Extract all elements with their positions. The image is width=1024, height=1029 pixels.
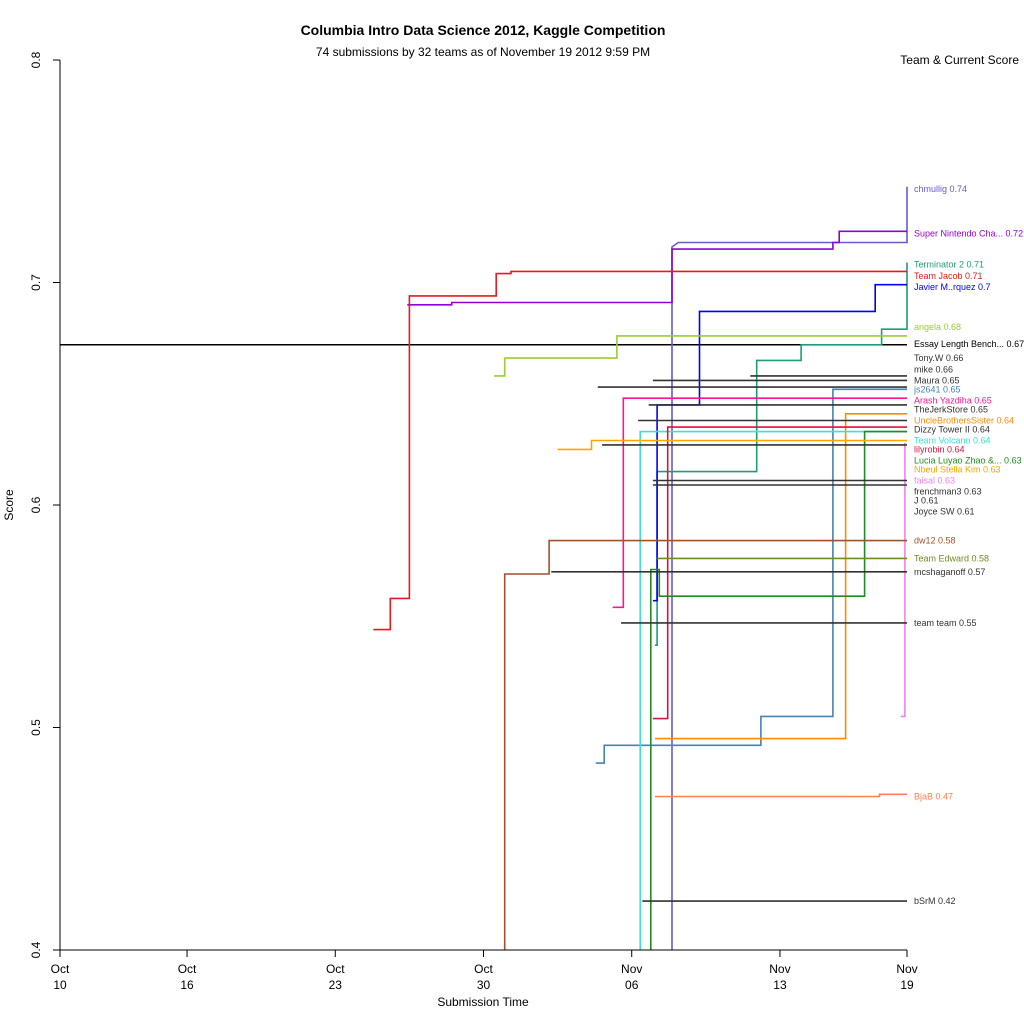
- team-score-label: Team Volcano 0.64: [914, 435, 991, 445]
- legend-title: Team & Current Score: [900, 53, 1019, 67]
- y-tick-label: 0.8: [29, 51, 43, 68]
- x-tick-label-day: 30: [477, 978, 491, 992]
- team-score-label: Terminator 2 0.71: [914, 260, 984, 270]
- series-line: [652, 283, 907, 602]
- team-score-label: Tony.W 0.66: [914, 353, 963, 363]
- team-score-label: faisal 0.63: [914, 476, 955, 486]
- series-line: [671, 186, 908, 950]
- series-line: [655, 412, 907, 740]
- y-tick-label: 0.4: [29, 941, 43, 958]
- x-tick-label-month: Oct: [178, 962, 197, 976]
- series-line: [655, 262, 908, 647]
- x-tick-label-day: 16: [180, 978, 194, 992]
- axes-layer: Oct 10 Oct 16 Oct 23 Oct 30 Nov 06 Nov 13 Nov 19 0.4 0.…: [29, 51, 918, 992]
- series-line: [595, 388, 907, 764]
- series-line: [900, 442, 906, 718]
- team-score-label: Lucia Luyao Zhao &... 0.63: [914, 456, 1022, 466]
- series-line: [612, 397, 907, 609]
- team-score-label: TheJerkStore 0.65: [914, 404, 988, 414]
- team-score-label: J 0.61: [914, 496, 939, 506]
- series-line: [407, 230, 907, 306]
- x-tick-label-day: 23: [329, 978, 343, 992]
- benchmark-label: Essay Length Bench... 0.67: [914, 339, 1024, 349]
- x-tick-label-month: Nov: [769, 962, 790, 976]
- series-line: [503, 539, 907, 950]
- chart-title: Columbia Intro Data Science 2012, Kaggle…: [301, 22, 666, 38]
- series-layer: [60, 186, 908, 950]
- x-tick-label-month: Oct: [326, 962, 345, 976]
- team-score-label: Joyce SW 0.61: [914, 507, 975, 517]
- x-axis-title: Submission Time: [437, 995, 529, 1009]
- team-labels-layer: chmullig 0.74 Super Nintendo Cha... 0.72 T…: [913, 184, 1024, 906]
- team-score-label: BjaB 0.47: [914, 791, 953, 801]
- team-score-label: Team Jacob 0.71: [914, 271, 983, 281]
- x-tick-label-day: 06: [625, 978, 639, 992]
- team-score-label: bSrM 0.42: [914, 896, 956, 906]
- x-tick-label-day: 13: [773, 978, 787, 992]
- x-tick-label-month: Nov: [621, 962, 642, 976]
- team-score-label: Super Nintendo Cha... 0.72: [914, 229, 1023, 239]
- series-line: [649, 430, 907, 950]
- team-score-label: mcshaganoff 0.57: [914, 567, 985, 577]
- team-score-label: mike 0.66: [914, 364, 953, 374]
- y-tick-label: 0.5: [29, 719, 43, 736]
- team-score-label: Maura 0.65: [914, 375, 960, 385]
- y-tick-label: 0.6: [29, 496, 43, 513]
- x-tick-label-month: Oct: [474, 962, 493, 976]
- y-tick-label: 0.7: [29, 274, 43, 291]
- team-score-label: dw12 0.58: [914, 536, 956, 546]
- series-line: [655, 793, 907, 798]
- team-score-label: Nbeul Stella Kim 0.63: [914, 464, 1001, 474]
- series-line: [652, 426, 907, 720]
- chart-subtitle: 74 submissions by 32 teams as of Novembe…: [316, 45, 650, 59]
- team-score-label: Dizzy Tower II 0.64: [914, 424, 990, 434]
- team-score-label: chmullig 0.74: [914, 184, 967, 194]
- team-score-label: Javier M..rquez 0.7: [914, 282, 991, 292]
- series-line: [557, 439, 907, 451]
- team-score-label: angela 0.68: [914, 322, 961, 332]
- x-tick-label-month: Oct: [51, 962, 70, 976]
- team-score-label: js2641 0.65: [913, 384, 961, 394]
- series-line: [494, 335, 907, 377]
- y-axis-title: Score: [2, 489, 16, 521]
- series-line: [639, 430, 907, 950]
- x-tick-label-month: Nov: [896, 962, 917, 976]
- x-tick-label-day: 19: [900, 978, 914, 992]
- team-score-label: frenchman3 0.63: [914, 487, 982, 497]
- team-score-label: Arash Yazdiha 0.65: [914, 395, 992, 405]
- team-score-label: Team Edward 0.58: [914, 553, 989, 563]
- team-score-label: team team 0.55: [914, 618, 977, 628]
- x-tick-label-day: 10: [53, 978, 67, 992]
- series-line: [373, 270, 907, 631]
- team-score-label: lilyrobin 0.64: [914, 444, 965, 454]
- team-score-label: UncleBrothersSister 0.64: [914, 415, 1014, 425]
